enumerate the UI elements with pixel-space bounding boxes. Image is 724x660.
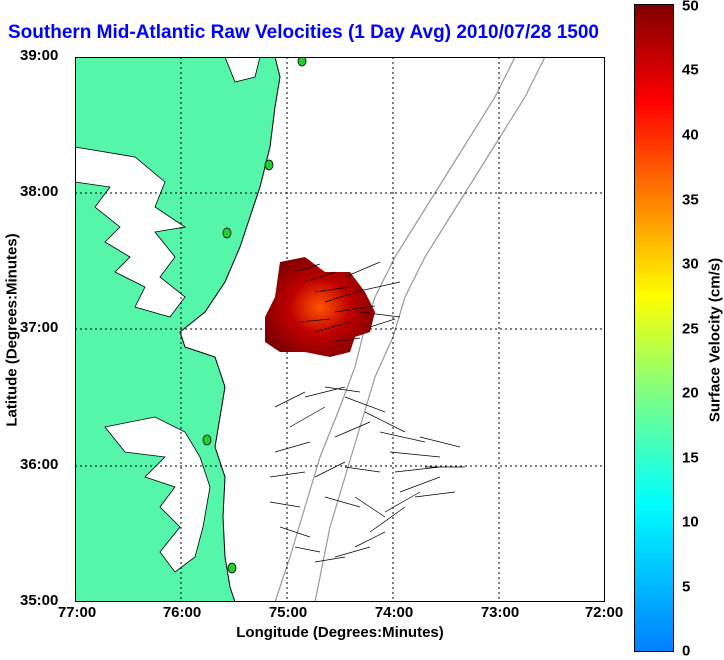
colorbar-tick: 0 [682, 642, 691, 660]
station-marker [264, 159, 274, 171]
map-canvas [75, 57, 605, 602]
y-axis-label: Latitude (Degrees:Minutes) [3, 233, 21, 427]
x-tick-label: 75:00 [268, 604, 308, 621]
x-tick-label: 73:00 [480, 604, 520, 621]
colorbar-tick: 5 [682, 578, 691, 596]
velocity-field-north [265, 257, 375, 357]
colorbar-tick: 15 [682, 449, 699, 467]
y-tick-label: 37:00 [20, 319, 59, 336]
bathymetry-contour [314, 57, 546, 602]
x-tick-label: 72:00 [584, 604, 624, 621]
colorbar-tick: 30 [682, 255, 699, 273]
station-marker [297, 57, 307, 67]
hf-radar-stations [202, 57, 307, 574]
map-plot-area [75, 57, 605, 602]
colorbar-label: Surface Velocity (cm/s) [706, 257, 724, 423]
y-tick-label: 39:00 [20, 47, 59, 64]
velocity-arrows [269, 261, 465, 563]
x-tick-label: 76:00 [162, 604, 202, 621]
colorbar-tick: 50 [682, 0, 699, 15]
colorbar-overlap [605, 18, 634, 48]
plot-frame [75, 57, 605, 602]
map-title: Southern Mid-Atlantic Raw Velocities (1 … [8, 22, 643, 43]
colorbar-tick: 35 [682, 191, 699, 209]
y-tick-label: 36:00 [20, 456, 59, 473]
chesapeake-bay [75, 146, 187, 318]
colorbar-tick: 10 [682, 513, 699, 531]
station-marker [222, 227, 232, 239]
delaware-bay [224, 57, 261, 83]
colorbar-tick: 25 [682, 320, 699, 338]
y-tick-label: 38:00 [20, 183, 59, 200]
x-tick-label: 77:00 [57, 604, 97, 621]
colorbar-tick: 20 [682, 384, 699, 402]
station-marker [202, 434, 212, 446]
x-tick-label: 74:00 [374, 604, 414, 621]
pamlico-sound [104, 416, 211, 573]
station-marker [227, 562, 237, 574]
x-axis-label: Longitude (Degrees:Minutes) [236, 624, 444, 641]
colorbar-tick: 40 [682, 126, 699, 144]
colorbar [634, 4, 674, 652]
colorbar-tick: 45 [682, 61, 699, 79]
y-tick-label: 35:00 [20, 592, 59, 609]
